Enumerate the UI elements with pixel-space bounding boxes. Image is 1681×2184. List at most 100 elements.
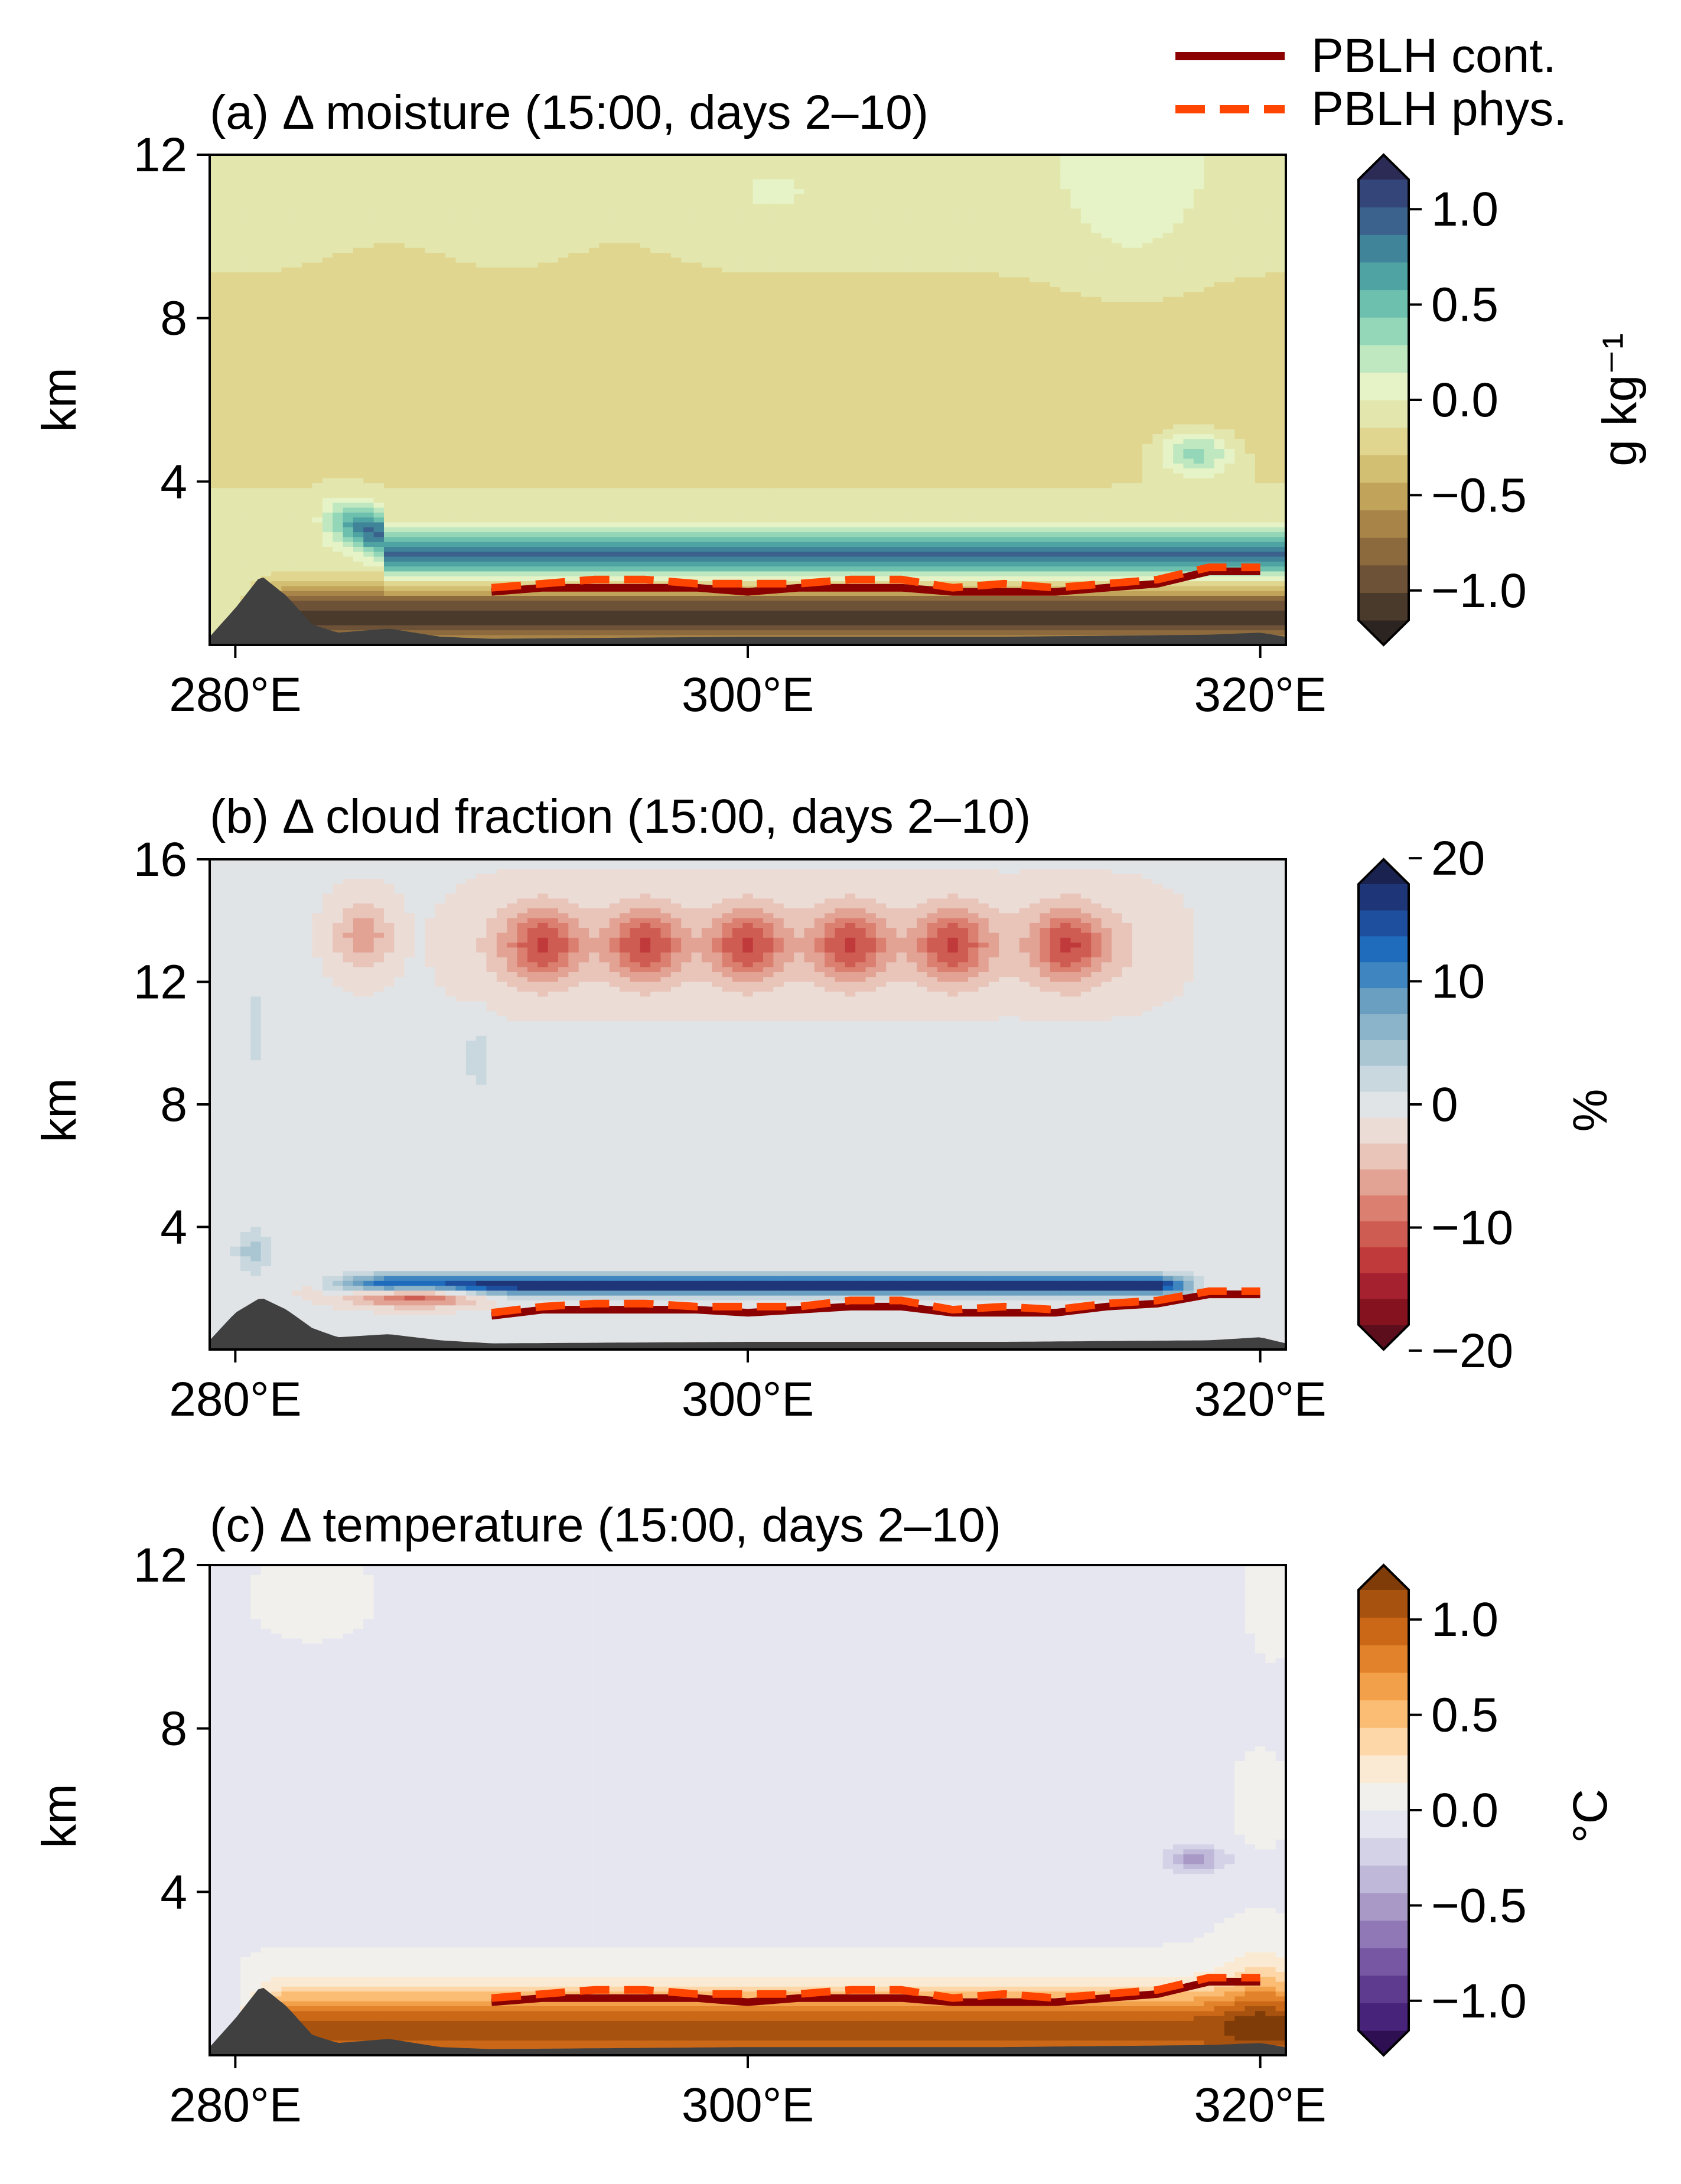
field-cell xyxy=(333,429,344,435)
field-cell xyxy=(363,380,374,386)
field-cell xyxy=(425,405,436,410)
field-cell xyxy=(363,208,374,214)
field-cell xyxy=(486,380,497,386)
field-cell xyxy=(291,439,302,445)
field-cell xyxy=(712,468,723,474)
field-cell xyxy=(701,341,713,347)
field-cell xyxy=(496,155,508,161)
legend-label-pblh-phys: PBLH phys. xyxy=(1311,82,1567,136)
field-cell xyxy=(548,243,559,249)
field-cell xyxy=(609,400,620,406)
field-cell xyxy=(271,233,282,239)
field-cell xyxy=(373,547,385,553)
field-cell xyxy=(609,571,620,577)
field-cell xyxy=(383,365,395,371)
field-cell xyxy=(660,375,672,381)
field-cell xyxy=(609,591,620,596)
field-cell xyxy=(670,537,682,543)
field-cell xyxy=(271,326,282,332)
field-cell xyxy=(701,444,713,449)
field-cell xyxy=(630,405,641,410)
field-cell xyxy=(404,164,415,170)
field-cell xyxy=(681,380,692,386)
field-cell xyxy=(281,184,292,190)
field-cell xyxy=(476,468,487,474)
field-cell xyxy=(312,581,323,587)
field-cell xyxy=(527,307,539,312)
field-cell xyxy=(691,439,702,445)
field-cell xyxy=(517,537,528,543)
field-cell xyxy=(650,507,662,513)
field-cell xyxy=(527,468,539,474)
field-cell xyxy=(548,630,559,636)
field-cell xyxy=(578,189,589,195)
field-cell xyxy=(302,243,313,249)
field-cell xyxy=(250,360,262,366)
field-cell xyxy=(660,302,672,308)
field-cell xyxy=(240,537,252,543)
field-cell xyxy=(435,253,446,259)
field-cell xyxy=(312,561,323,567)
field-cell xyxy=(271,478,282,484)
field-cell xyxy=(210,434,221,440)
field-cell xyxy=(260,566,272,572)
field-cell xyxy=(640,625,651,631)
field-cell xyxy=(701,522,713,528)
field-cell xyxy=(425,287,436,293)
field-cell xyxy=(240,228,252,234)
field-cell xyxy=(404,316,415,322)
field-cell xyxy=(620,581,631,587)
field-cell xyxy=(701,213,713,219)
field-cell xyxy=(701,356,713,361)
field-cell xyxy=(322,302,334,308)
panel-a-title: (a) Δ moisture (15:00, days 2–10) xyxy=(210,86,929,139)
field-cell xyxy=(363,356,374,361)
field-cell xyxy=(517,596,528,602)
field-cell xyxy=(548,596,559,602)
field-cell xyxy=(302,341,313,347)
field-cell xyxy=(240,365,252,371)
field-cell xyxy=(333,204,344,210)
field-cell xyxy=(568,591,579,596)
field-cell xyxy=(712,238,723,244)
field-cell xyxy=(701,169,713,175)
field-cell xyxy=(250,537,262,543)
field-cell xyxy=(496,380,508,386)
field-cell xyxy=(548,282,559,288)
field-cell xyxy=(507,566,518,572)
field-cell xyxy=(210,503,221,508)
field-cell xyxy=(455,556,467,562)
field-cell xyxy=(220,302,231,308)
field-cell xyxy=(465,351,477,357)
field-cell xyxy=(558,473,569,479)
field-cell xyxy=(455,483,467,489)
field-cell xyxy=(343,385,354,391)
field-cell xyxy=(681,321,692,327)
field-cell xyxy=(220,204,231,210)
field-cell xyxy=(527,208,539,214)
field-cell xyxy=(404,483,415,489)
field-cell xyxy=(333,498,344,504)
field-cell xyxy=(230,586,241,592)
field-cell xyxy=(589,463,600,469)
field-cell xyxy=(701,630,713,636)
field-cell xyxy=(681,610,692,616)
field-cell xyxy=(230,444,241,449)
field-cell xyxy=(670,419,682,425)
field-cell xyxy=(333,552,344,558)
field-cell xyxy=(425,517,436,523)
field-cell xyxy=(660,498,672,504)
field-cell xyxy=(271,552,282,558)
field-cell xyxy=(312,341,323,347)
field-cell xyxy=(455,444,467,449)
field-cell xyxy=(681,360,692,366)
field-cell xyxy=(435,198,446,204)
field-cell xyxy=(404,223,415,229)
field-cell xyxy=(353,296,364,302)
field-cell xyxy=(312,424,323,430)
field-cell xyxy=(476,311,487,317)
field-cell xyxy=(578,198,589,204)
field-cell xyxy=(383,405,395,410)
field-cell xyxy=(589,267,600,273)
field-cell xyxy=(353,360,364,366)
